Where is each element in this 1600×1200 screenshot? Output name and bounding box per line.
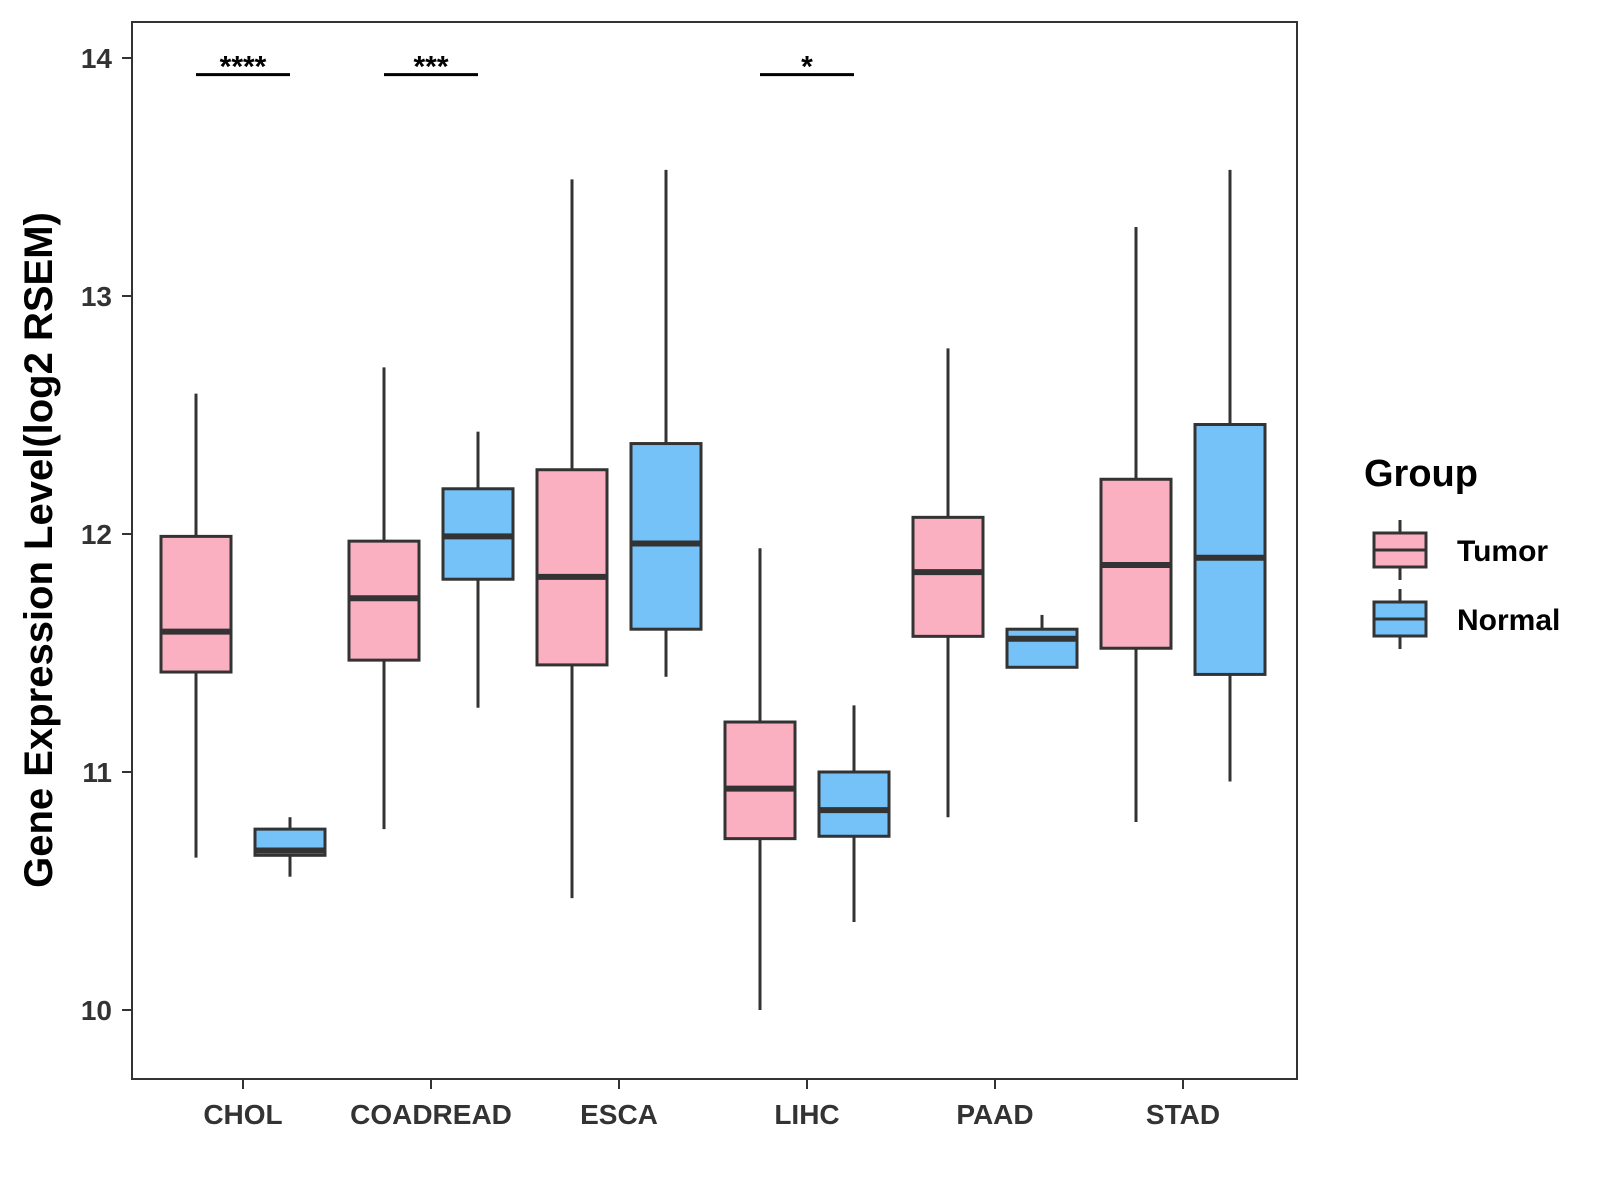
y-tick-label: 11 xyxy=(82,757,112,788)
box-tumor-stad xyxy=(1099,226,1173,822)
box-normal-stad xyxy=(1193,169,1267,782)
box-tumor-paad xyxy=(911,348,985,818)
legend-label-tumor: Tumor xyxy=(1457,535,1548,568)
y-tick-label: 12 xyxy=(81,519,112,550)
box-body xyxy=(159,534,233,674)
legend-item-normal: Normal xyxy=(1372,589,1560,649)
box-body xyxy=(1193,423,1267,676)
x-axis: CHOL COADREAD ESCA LIHC PAAD STAD xyxy=(203,1079,1220,1130)
significance-label-lihc: * xyxy=(801,51,813,84)
box-normal-paad xyxy=(1005,614,1079,669)
box-tumor-chol xyxy=(159,393,233,858)
box-normal-chol xyxy=(253,817,327,877)
box-body xyxy=(911,515,985,638)
x-tick-label-chol: CHOL xyxy=(203,1099,282,1130)
box-body xyxy=(629,442,703,631)
box-tumor-coadread xyxy=(347,367,421,830)
legend-title: Group xyxy=(1364,453,1478,495)
box-body xyxy=(535,468,609,667)
y-axis: 10 11 12 13 14 xyxy=(81,43,132,1026)
significance-annotations: **** *** * xyxy=(196,51,854,84)
y-tick-label: 14 xyxy=(81,43,113,74)
x-tick-label-paad: PAAD xyxy=(956,1099,1033,1130)
box-normal-lihc xyxy=(817,705,891,922)
plot-panel-border xyxy=(131,21,1298,1080)
legend-label-normal: Normal xyxy=(1457,604,1560,637)
x-tick-label-lihc: LIHC xyxy=(774,1099,839,1130)
box-series-group xyxy=(159,169,1267,1010)
x-tick-label-esca: ESCA xyxy=(580,1099,658,1130)
significance-label-chol: **** xyxy=(220,51,267,84)
box-body xyxy=(723,720,797,841)
y-tick-label: 10 xyxy=(81,995,112,1026)
box-body xyxy=(817,770,891,838)
box-normal-coadread xyxy=(441,431,515,708)
box-normal-esca xyxy=(629,169,703,677)
box-tumor-esca xyxy=(535,179,609,899)
legend: Group Tumor Normal xyxy=(1364,453,1560,649)
legend-item-tumor: Tumor xyxy=(1372,520,1548,580)
y-tick-label: 13 xyxy=(81,281,112,312)
x-tick-label-stad: STAD xyxy=(1146,1099,1220,1130)
x-tick-label-coadread: COADREAD xyxy=(350,1099,512,1130)
box-tumor-lihc xyxy=(723,548,797,1010)
significance-label-coadread: *** xyxy=(413,51,448,84)
y-axis-title: Gene Expression Level(log2 RSEM) xyxy=(17,212,61,888)
box-body xyxy=(1005,627,1079,669)
